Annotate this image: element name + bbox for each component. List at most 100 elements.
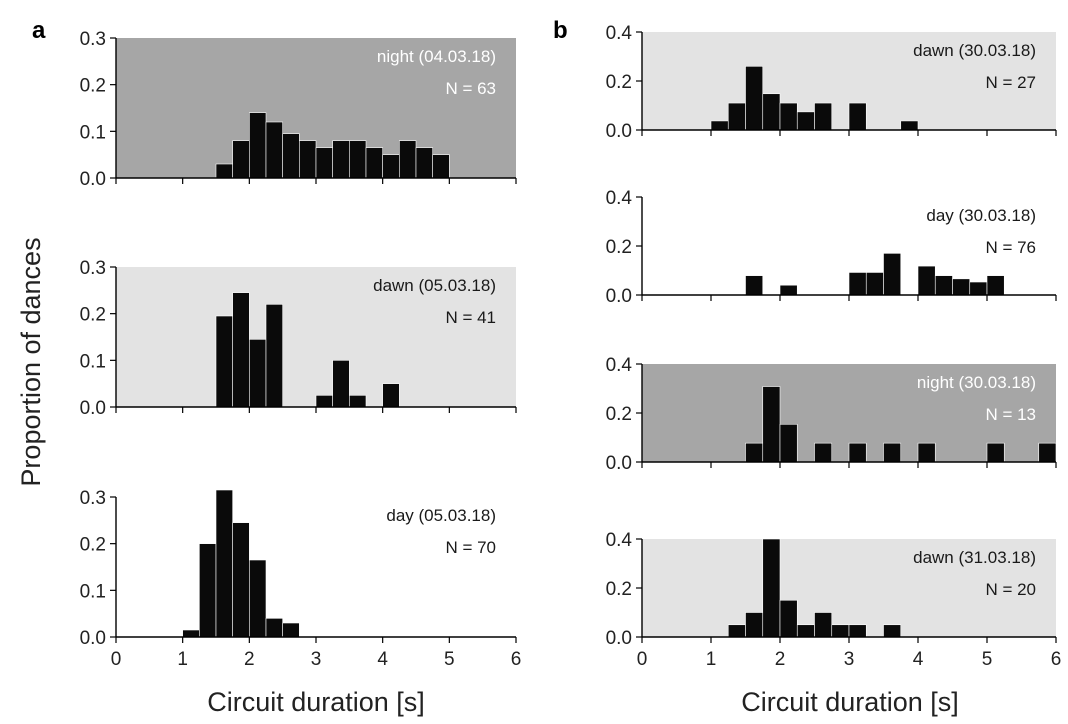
histogram-bar (415, 147, 433, 179)
x-tick-label: 4 (913, 649, 924, 670)
histogram-bar (332, 140, 350, 179)
histogram-bar (796, 624, 815, 638)
panel-annotation: dawn (30.03.18) (913, 41, 1036, 60)
histogram-bar (432, 154, 450, 179)
histogram-bar (883, 253, 902, 296)
histogram-bar (332, 360, 350, 408)
histogram-bar (986, 275, 1005, 296)
histogram-bar (814, 442, 833, 463)
histogram-bar (365, 147, 383, 179)
histogram-bar (917, 265, 936, 296)
panel-annotation: day (30.03.18) (926, 206, 1036, 225)
histogram-panel-4: 0.0 0.2 0.4 dawn (30.03.18) N = 27 (606, 23, 1057, 142)
histogram-panels: 0.0 0.1 0.2 0.3 night (04.03.18) N = 63 0.0 0.1… (80, 23, 1062, 670)
histogram-bar (215, 315, 233, 408)
y-tick-label: 0.0 (80, 628, 106, 649)
histogram-bar (900, 120, 919, 131)
histogram-bar (865, 272, 884, 296)
histogram-bar (265, 618, 283, 638)
histogram-bar (315, 395, 333, 408)
histogram-bar (814, 612, 833, 638)
y-tick-label: 0.3 (80, 258, 106, 279)
panel-background (116, 267, 516, 407)
histogram-bar (199, 543, 217, 638)
sample-size-label: N = 70 (445, 538, 496, 557)
x-tick-label: 4 (377, 649, 388, 670)
y-tick-label: 0.0 (80, 398, 106, 419)
sample-size-label: N = 41 (445, 308, 496, 327)
histogram-bar (382, 154, 400, 179)
sample-size-label: N = 20 (985, 580, 1036, 599)
y-tick-label: 0.2 (80, 535, 106, 556)
x-tick-label: 0 (637, 649, 648, 670)
histogram-bar (779, 599, 798, 638)
y-tick-label: 0.0 (606, 286, 632, 307)
histogram-panel-1: 0.0 0.1 0.2 0.3 night (04.03.18) N = 63 (80, 29, 517, 190)
panel-annotation: dawn (31.03.18) (913, 548, 1036, 567)
y-tick-label: 0.1 (80, 581, 106, 602)
histogram-bar (727, 624, 746, 638)
histogram-panel-5: 0.0 0.2 0.4 day (30.03.18) N = 76 (606, 188, 1057, 307)
sample-size-label: N = 63 (445, 79, 496, 98)
histogram-bar (299, 140, 317, 179)
histogram-bar (848, 272, 867, 296)
x-tick-label: 1 (177, 649, 188, 670)
histogram-bar (349, 140, 367, 179)
histogram-bar (848, 102, 867, 131)
histogram-bar (315, 147, 333, 179)
histogram-bar (232, 140, 250, 179)
y-tick-label: 0.2 (80, 305, 106, 326)
histogram-bar (762, 538, 781, 638)
x-tick-label: 5 (444, 649, 455, 670)
histogram-bar (779, 284, 798, 296)
x-tick-label: 0 (111, 649, 122, 670)
panel-annotation: night (04.03.18) (377, 47, 496, 66)
sample-size-label: N = 13 (985, 405, 1036, 424)
histogram-bar (969, 281, 988, 296)
sample-size-label: N = 76 (985, 238, 1036, 257)
histogram-bar (762, 386, 781, 463)
panel-annotation: night (30.03.18) (917, 373, 1036, 392)
histogram-bar (762, 93, 781, 131)
histogram-bar (249, 339, 267, 408)
y-tick-label: 0.4 (606, 355, 633, 376)
x-tick-label: 2 (775, 649, 786, 670)
histogram-bar (745, 442, 764, 463)
x-tick-label: 3 (844, 649, 855, 670)
x-axis-title-b: Circuit duration [s] (741, 687, 959, 717)
histogram-panel-6: 0.0 0.2 0.4 night (30.03.18) N = 13 (606, 355, 1057, 474)
x-axis-title-a: Circuit duration [s] (207, 687, 425, 717)
histogram-panel-7: 0.0 0.2 0.4 0 1 2 3 4 5 6 dawn (31.03.18) N = 20 (606, 530, 1062, 670)
y-tick-label: 0.2 (606, 237, 632, 258)
histogram-bar (917, 442, 936, 463)
histogram-bar (215, 163, 233, 179)
y-tick-label: 0.0 (606, 453, 632, 474)
y-tick-label: 0.0 (606, 121, 632, 142)
histogram-bar (831, 624, 850, 638)
histogram-bar (282, 133, 300, 179)
sample-size-label: N = 27 (985, 73, 1036, 92)
histogram-bar (232, 522, 250, 638)
y-tick-label: 0.2 (606, 579, 632, 600)
panel-annotation: dawn (05.03.18) (373, 276, 496, 295)
histogram-bar (745, 66, 764, 131)
y-tick-label: 0.3 (80, 29, 106, 50)
y-tick-label: 0.4 (606, 23, 633, 44)
histogram-bar (349, 395, 367, 408)
y-tick-label: 0.0 (606, 628, 632, 649)
y-tick-label: 0.1 (80, 122, 106, 143)
y-tick-label: 0.4 (606, 188, 633, 209)
y-axis-title: Proportion of dances (16, 237, 46, 486)
histogram-bar (232, 292, 250, 408)
histogram-bar (883, 624, 902, 638)
x-tick-label: 6 (511, 649, 522, 670)
histogram-bar (848, 442, 867, 463)
histogram-panel-3: 0.0 0.1 0.2 0.3 0 1 2 3 4 5 6 day (05.03.18) N = 70 (80, 488, 522, 670)
histogram-bar (215, 489, 233, 638)
y-tick-label: 0.1 (80, 351, 106, 372)
x-tick-label: 1 (706, 649, 717, 670)
panel-background (642, 539, 1056, 637)
histogram-bar (249, 112, 267, 179)
panel-a-label: a (32, 17, 46, 44)
